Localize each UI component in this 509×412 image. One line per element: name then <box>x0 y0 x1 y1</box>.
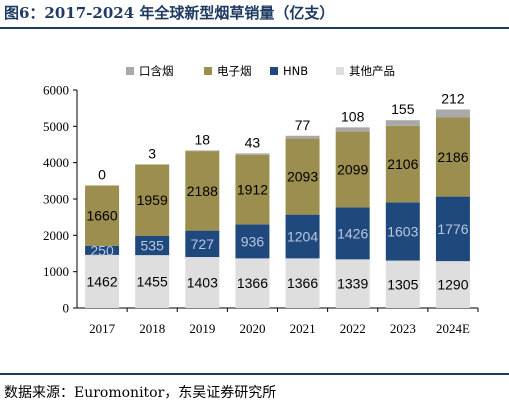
bar-segment-hnb <box>135 235 170 256</box>
bar-segment-ecig <box>335 131 370 208</box>
x-tick-label: 2021 <box>290 321 316 336</box>
bar-segment-other <box>135 255 170 308</box>
legend-swatch <box>204 67 212 75</box>
data-label-other: 1455 <box>137 274 168 290</box>
data-label-hnb: 727 <box>191 236 215 252</box>
data-label-oral: 0 <box>98 166 106 182</box>
bar-segment-ecig <box>185 151 220 231</box>
bar-segment-other <box>285 258 320 308</box>
x-tick-label: 2024E <box>436 321 470 336</box>
data-label-oral: 77 <box>295 117 311 133</box>
bar-segment-other <box>335 259 370 308</box>
data-label-oral: 43 <box>245 134 261 150</box>
bar-segment-oral <box>285 135 320 139</box>
y-tick-label: 1000 <box>43 264 69 279</box>
chart-title: 图6：2017-2024 年全球新型烟草销量（亿支） <box>4 4 335 22</box>
data-label-hnb: 1603 <box>387 223 418 239</box>
data-label-other: 1339 <box>337 276 368 292</box>
legend-swatch <box>270 67 278 75</box>
bar-segment-hnb <box>385 202 420 261</box>
bar-segment-oral <box>435 109 470 118</box>
legend-swatch <box>126 67 134 75</box>
x-tick-label: 2017 <box>89 321 116 336</box>
bar-segment-hnb <box>185 230 220 258</box>
data-label-oral: 212 <box>441 90 465 106</box>
data-label-ecig: 2186 <box>437 149 468 165</box>
bar-segment-ecig <box>385 125 420 203</box>
bar-segment-hnb <box>435 196 470 262</box>
stacked-bar-chart: 口含烟 电子烟 HNB 其他产品 0 1000 2000 3000 4000 5000 6000 14… <box>43 64 479 336</box>
bar-segment-ecig <box>285 138 320 215</box>
data-label-ecig: 2188 <box>187 183 218 199</box>
y-tick-label: 2000 <box>43 228 69 243</box>
data-label-hnb: 1426 <box>337 225 368 241</box>
data-label-ecig: 1959 <box>137 192 168 208</box>
data-label-oral: 3 <box>148 145 156 161</box>
data-label-other: 1305 <box>387 276 418 292</box>
bar-segment-other <box>185 257 220 308</box>
data-label-hnb: 535 <box>141 237 165 253</box>
y-tick-label: 4000 <box>43 155 69 170</box>
legend-label: HNB <box>283 64 308 78</box>
data-label-other: 1366 <box>287 275 318 291</box>
bar-segment-oral <box>185 150 220 152</box>
footer-divider <box>0 373 509 375</box>
bar-segment-hnb <box>285 214 320 259</box>
y-tick-label: 0 <box>63 301 70 316</box>
x-tick-label: 2018 <box>139 321 165 336</box>
x-tick-label: 2019 <box>189 321 215 336</box>
bar-segment-ecig <box>135 164 170 236</box>
y-tick-label: 6000 <box>43 83 69 98</box>
data-label-ecig: 2093 <box>287 169 318 185</box>
y-tick-label: 3000 <box>43 192 69 207</box>
data-label-ecig: 1660 <box>86 208 117 224</box>
x-tick-label: 2022 <box>340 321 366 336</box>
data-label-other: 1290 <box>437 277 468 293</box>
data-label-other: 1366 <box>237 275 268 291</box>
bar-segment-other <box>385 260 420 308</box>
data-label-hnb: 1204 <box>287 228 318 244</box>
bar-segment-oral <box>385 120 420 126</box>
legend-label: 口含烟 <box>139 64 174 78</box>
data-label-other: 1403 <box>187 275 218 291</box>
bar-segment-other <box>435 261 470 308</box>
data-label-ecig: 2106 <box>387 156 418 172</box>
y-tick-label: 5000 <box>43 119 69 134</box>
data-label-hnb: 250 <box>90 242 114 258</box>
data-label-ecig: 2099 <box>337 161 368 177</box>
data-label-oral: 108 <box>341 108 365 124</box>
bar-segment-ecig <box>85 185 120 246</box>
data-label-other: 1462 <box>86 273 117 289</box>
legend-label: 电子烟 <box>217 64 252 78</box>
x-tick-label: 2020 <box>239 321 265 336</box>
data-source: 数据来源：Euromonitor，东吴证券研究所 <box>4 385 277 401</box>
bar-segment-ecig <box>435 117 470 197</box>
title-divider <box>0 27 509 29</box>
legend-label: 其他产品 <box>349 64 395 78</box>
data-label-hnb: 1776 <box>437 221 468 237</box>
bar-segment-ecig <box>235 154 270 225</box>
bar-segment-hnb <box>335 207 370 260</box>
bar-segment-oral <box>235 153 270 155</box>
data-label-oral: 18 <box>195 131 211 147</box>
bar-segment-other <box>85 254 120 308</box>
bar-segment-hnb <box>235 224 270 259</box>
x-tick-label: 2023 <box>390 321 416 336</box>
data-label-oral: 155 <box>391 101 415 117</box>
legend-swatch <box>336 67 344 75</box>
bar-segment-other <box>235 258 270 308</box>
bar-segment-oral <box>335 127 370 132</box>
data-label-hnb: 936 <box>241 233 265 249</box>
data-label-ecig: 1912 <box>237 182 268 198</box>
bar-segment-hnb <box>85 245 120 255</box>
